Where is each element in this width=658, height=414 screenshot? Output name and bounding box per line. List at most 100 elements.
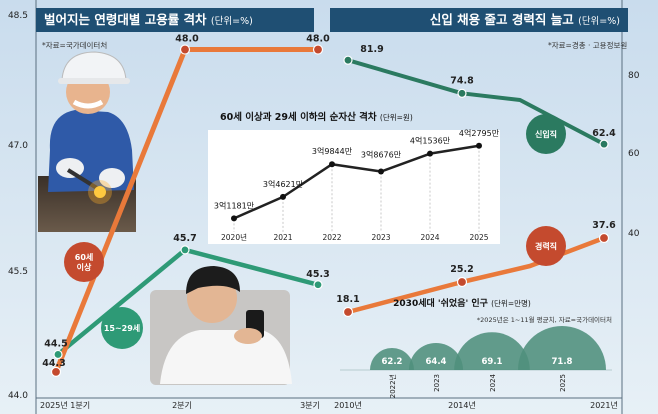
inset-value-label: 4억2795만 [459,128,500,138]
inset-series-line [232,144,481,220]
welding-spark [94,186,106,198]
inset-ticks [233,150,480,232]
series-experienced-value-label: 18.1 [336,294,359,305]
left-x-tick-0: 2025년 1분기 [40,400,90,410]
series-60plus-badge-label: 60세 [75,252,94,262]
right-y-tick-0: 80 [628,71,640,81]
series-15-29-badge-label: 15~29세 [104,323,140,333]
man-hair [186,266,240,294]
series-experienced-point [342,306,354,318]
welder-glove-left [56,158,84,178]
inset-value-label: 3억4621만 [263,179,304,189]
left-y-tick-3: 44.0 [8,391,28,401]
series-15-29-point [180,245,190,255]
man-shirt [160,330,292,384]
inset-value-label: 3억9844만 [312,146,353,156]
inset-point [378,168,384,175]
series-experienced-point [456,276,468,288]
right-y-tick-1: 60 [628,149,640,159]
rested-population-value-label: 69.1 [482,357,503,367]
domes-title: 2030세대 '쉬었음' 인구 (단위=만명) [393,297,531,309]
welding-glow [88,180,112,204]
rested-population-value-label: 64.4 [426,357,447,367]
rested-population-x-tick: 2025 [559,374,567,392]
rested-population-x-tick: 2023 [433,374,441,392]
inset-point [476,142,482,149]
inset-x-tick: 2020년 [221,232,247,242]
series-60plus-value-label: 48.0 [175,34,199,45]
series-new-hire-point [343,55,353,65]
man-hands [234,328,262,344]
series-60plus-badge [64,242,104,282]
source-left: *자료=국가데이터처 [42,41,108,50]
source-right: *자료=경총 · 고용정보원 [548,41,628,50]
rested-population-dome [370,348,414,370]
series-60plus-value-label: 48.0 [306,34,330,45]
series-experienced-value-label: 37.6 [592,220,616,231]
inset-value-label: 3억1181만 [214,200,255,210]
series-new-hire-value-label: 74.8 [450,75,474,86]
inset-point [329,161,335,168]
inset-x-tick: 2025 [469,233,488,242]
inset-title: 60세 이상과 29세 이하의 순자산 격차 (단위=원) [220,111,413,123]
inset-x-tick: 2021 [273,233,292,242]
young-man-illustration [150,266,292,385]
left-y-tick-1: 47.0 [8,141,28,151]
hard-hat-brim [58,78,130,84]
series-15-29-point [53,349,63,360]
series-60plus-value-label: 44.3 [42,358,65,369]
series-15-29-value-label: 45.3 [306,269,329,280]
hard-hat [61,51,127,81]
series-experienced-point [598,232,610,244]
rested-population-dome [454,332,530,370]
series-new-hire-badge [526,114,566,154]
right-y-tick-2: 40 [628,229,640,239]
rested-population-value-label: 71.8 [552,357,573,367]
domes-layer: 62.2 2022년 64.4 2023 69.1 2024 71.8 2025 [370,326,606,398]
rested-population-value-label: 62.2 [382,357,403,367]
right-x-tick-2: 2021년 [590,400,618,410]
inset-value-label: 3억8676만 [361,150,402,160]
series-60plus-point [50,366,62,377]
rested-population-x-tick: 2024 [489,373,497,391]
left-y-tick-2: 45.5 [8,267,28,277]
series-60plus-point [179,44,191,55]
inset-point [427,150,433,157]
left-x-tick-2: 3분기 [300,401,320,410]
series-15-29-value-label: 44.5 [44,338,67,349]
series-experienced-badge [526,226,566,266]
series-experienced-line [345,235,607,315]
series-new-hire-badge-label: 신입직 [535,129,557,139]
inset-x-tick: 2022 [322,233,341,242]
welder-illustration [38,51,136,232]
inset-x-tick: 2023 [371,233,390,242]
series-60plus-point [312,44,324,55]
series-15-29-badge [101,307,143,349]
series-15-29-point [313,280,323,290]
left-x-tick-1: 2분기 [172,401,192,410]
left-y-tick-0: 48.5 [8,11,28,21]
header-left: 벌어지는 연령대별 고용률 격차 (단위=%) [36,8,314,32]
welder-glove-right [99,168,125,188]
welder-moustache [72,99,104,109]
series-experienced-badge-label: 경력직 [535,241,557,251]
rested-population-dome [518,326,606,370]
inset-x-tick: 2024 [420,233,439,242]
inset-point [231,215,237,222]
welding-torch [66,168,102,192]
right-x-tick-0: 2010년 [334,400,362,410]
series-15-29-value-label: 45.7 [173,233,196,244]
series-new-hire-point [457,88,467,98]
inset-panel [208,130,500,244]
domes-note: *2025년은 1~11월 평균치, 자료=국가데이터처 [477,315,612,324]
header-right: 신입 채용 줄고 경력직 늘고 (단위=%) [330,8,628,32]
rested-population-dome [408,342,464,370]
rested-population-x-tick: 2022년 [388,374,397,398]
series-new-hire-value-label: 81.9 [360,44,383,55]
inset-point [280,193,286,200]
series-60plus-badge-label: 이상 [77,262,92,272]
series-new-hire-point [599,139,609,149]
